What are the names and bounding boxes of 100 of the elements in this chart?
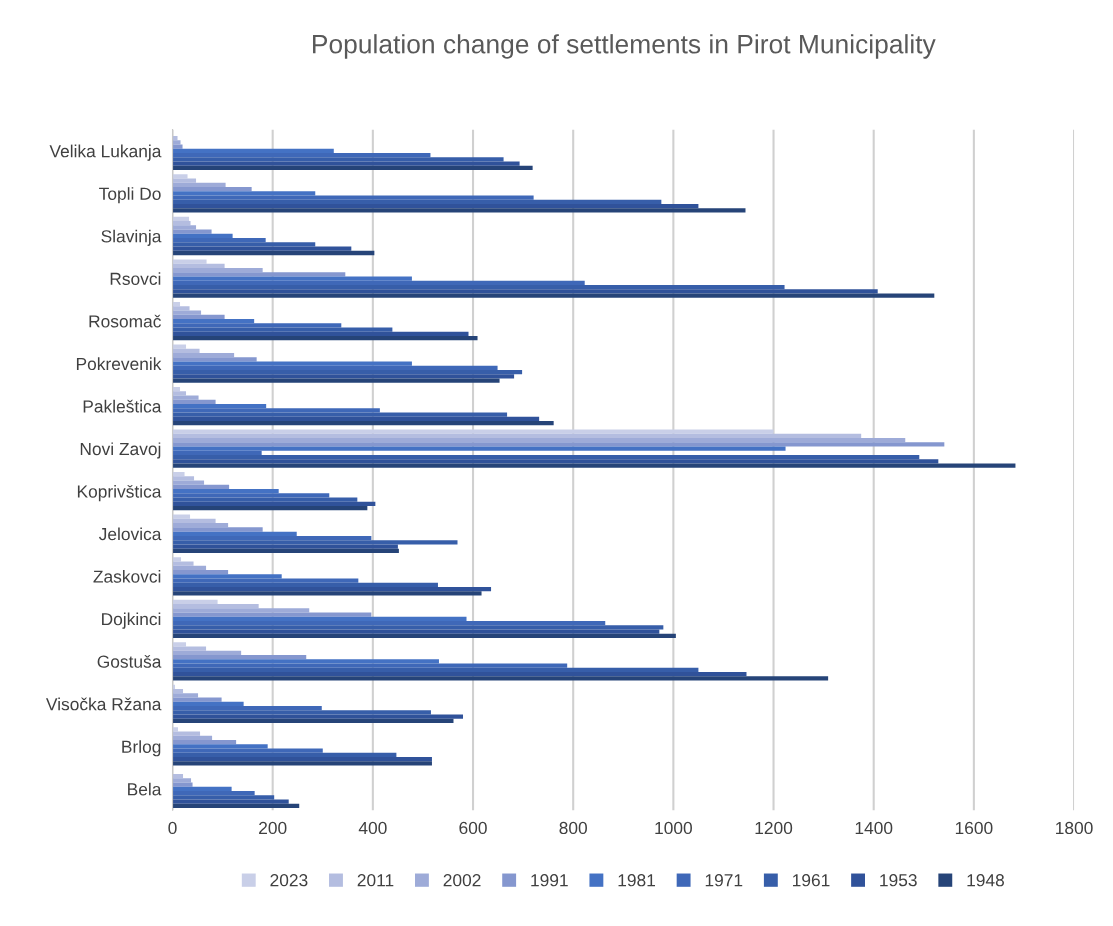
bar bbox=[172, 518, 216, 524]
legend-label: 1971 bbox=[705, 874, 743, 887]
bar bbox=[172, 289, 878, 294]
bar bbox=[172, 514, 191, 519]
bar bbox=[172, 544, 398, 549]
bar bbox=[172, 182, 226, 188]
legend-label: 2011 bbox=[357, 874, 394, 887]
bar bbox=[172, 272, 346, 277]
bar bbox=[172, 284, 785, 290]
legend-label: 1981 bbox=[618, 874, 655, 887]
bar bbox=[172, 259, 207, 264]
bar bbox=[172, 280, 585, 285]
bar bbox=[172, 501, 376, 507]
bar bbox=[172, 335, 478, 341]
bar bbox=[172, 136, 178, 141]
x-tick-label: 400 bbox=[358, 821, 387, 835]
bar bbox=[172, 612, 372, 617]
bar bbox=[172, 438, 906, 443]
bar bbox=[172, 178, 197, 183]
bar bbox=[172, 591, 482, 596]
bar bbox=[172, 663, 568, 668]
x-tick-label: 800 bbox=[559, 821, 587, 835]
bar bbox=[172, 646, 207, 651]
bar bbox=[172, 497, 358, 502]
bar bbox=[172, 429, 774, 434]
bar bbox=[172, 153, 431, 158]
bar bbox=[172, 208, 746, 213]
bar bbox=[172, 740, 237, 745]
y-tick-label: Jelovica bbox=[98, 527, 162, 541]
x-tick-label: 600 bbox=[459, 821, 487, 835]
x-tick-label: 1600 bbox=[955, 821, 993, 835]
y-tick-label: Rsovci bbox=[110, 272, 161, 285]
bar bbox=[172, 408, 380, 413]
y-tick-label: Pokrevenik bbox=[76, 357, 162, 371]
bar bbox=[172, 357, 257, 362]
x-tick-label: 1800 bbox=[1056, 821, 1093, 835]
bar bbox=[172, 599, 218, 604]
bar bbox=[172, 625, 664, 630]
bar bbox=[172, 778, 192, 783]
y-tick-label: Rosomač bbox=[89, 314, 161, 328]
bar bbox=[172, 527, 263, 532]
bar bbox=[172, 650, 242, 655]
y-tick-label: Novi Zavoj bbox=[80, 442, 161, 459]
bar bbox=[172, 267, 263, 273]
x-tick-label: 1200 bbox=[755, 821, 793, 835]
bar bbox=[172, 561, 194, 566]
y-tick-label: Pakleštica bbox=[83, 399, 162, 413]
bar bbox=[172, 735, 213, 741]
bar bbox=[172, 246, 352, 251]
bar bbox=[172, 187, 252, 192]
bar bbox=[172, 578, 359, 583]
bar bbox=[172, 714, 464, 719]
bar bbox=[172, 459, 939, 464]
y-tick-label: Bela bbox=[128, 782, 162, 796]
bar bbox=[172, 161, 520, 166]
bar bbox=[172, 693, 199, 698]
bar bbox=[172, 344, 187, 349]
bar bbox=[172, 463, 1016, 468]
bar bbox=[172, 391, 187, 396]
bar bbox=[172, 442, 945, 447]
bar bbox=[172, 565, 207, 570]
bar bbox=[172, 718, 454, 724]
bar bbox=[172, 603, 259, 609]
y-tick-label: Velika Lukanja bbox=[49, 144, 162, 161]
chart-title: Population change of settlements in Pirot Municipality bbox=[313, 34, 936, 59]
bar bbox=[172, 369, 523, 375]
bar bbox=[172, 140, 181, 145]
bar bbox=[172, 654, 307, 660]
bar bbox=[172, 331, 469, 336]
bar bbox=[172, 242, 316, 247]
bar bbox=[172, 548, 399, 553]
bar bbox=[172, 433, 862, 439]
bar bbox=[172, 314, 225, 319]
bar bbox=[172, 144, 183, 149]
legend-label: 2002 bbox=[443, 874, 481, 887]
bar bbox=[172, 676, 829, 681]
bar bbox=[172, 216, 190, 222]
bar bbox=[172, 229, 212, 234]
bar bbox=[172, 608, 310, 613]
bar bbox=[172, 165, 533, 171]
bar bbox=[172, 620, 606, 626]
bar bbox=[172, 378, 500, 383]
bar bbox=[172, 446, 786, 451]
bar bbox=[172, 476, 195, 481]
bar bbox=[172, 348, 200, 353]
bar bbox=[172, 293, 935, 298]
bar bbox=[172, 157, 504, 162]
bar bbox=[172, 493, 330, 498]
bar bbox=[172, 782, 193, 787]
bar bbox=[172, 250, 375, 256]
bar bbox=[172, 238, 266, 243]
bar bbox=[172, 586, 492, 592]
bar bbox=[172, 540, 458, 545]
bar bbox=[172, 225, 197, 230]
bar bbox=[172, 535, 372, 541]
bar bbox=[172, 582, 438, 587]
bar bbox=[172, 374, 515, 379]
bar bbox=[172, 799, 289, 804]
bar bbox=[172, 795, 275, 800]
bar bbox=[172, 523, 229, 528]
